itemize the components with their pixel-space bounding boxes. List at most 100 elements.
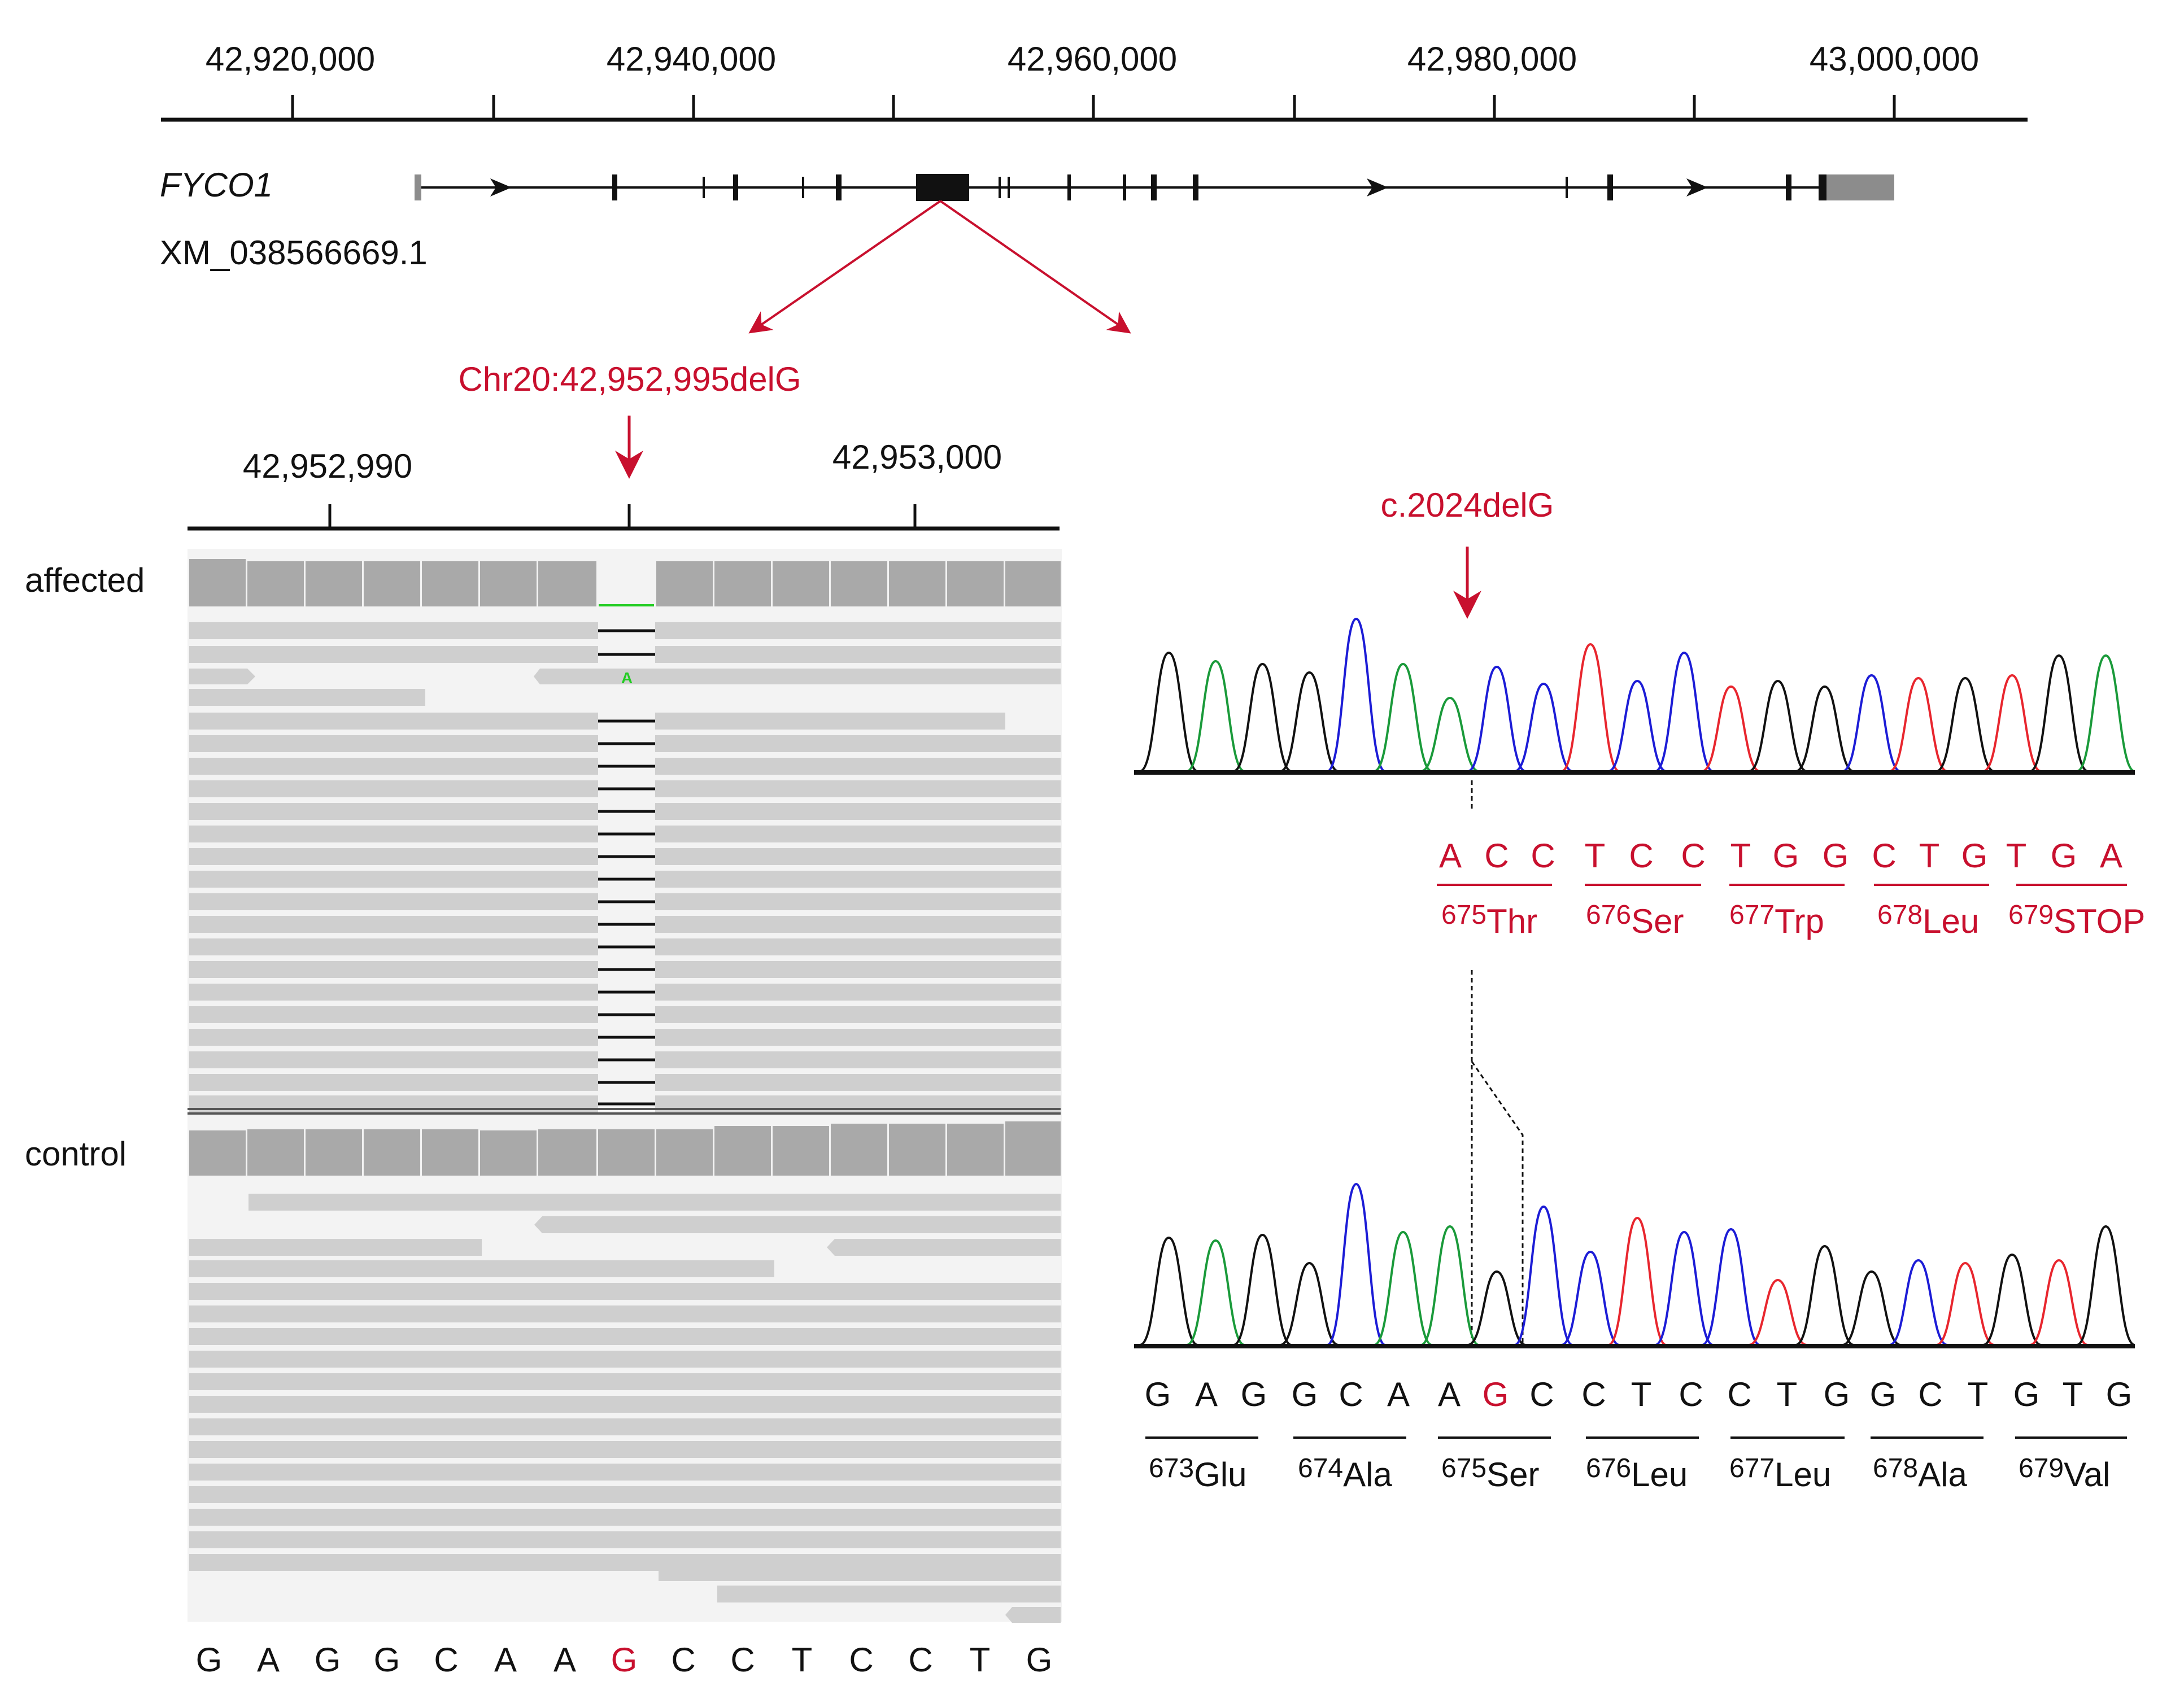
coverage-bar	[714, 561, 771, 606]
affected-codon: 677Trp	[1729, 900, 1824, 940]
control-codon: 673Glu	[1149, 1453, 1246, 1494]
read	[655, 1006, 1061, 1023]
trace-peak	[1654, 1230, 1714, 1346]
read	[189, 1373, 1061, 1390]
coverage-bar	[306, 1129, 362, 1176]
read	[249, 1194, 1061, 1211]
read	[189, 1328, 1061, 1345]
trace-peak	[2076, 1225, 2135, 1346]
codon-number: 677	[1729, 900, 1775, 930]
affected-trace	[1139, 617, 2135, 772]
control-base: T	[2063, 1376, 2083, 1413]
control-gap	[189, 1180, 1061, 1189]
ref-base: C	[908, 1641, 932, 1679]
ref-base: A	[257, 1641, 280, 1679]
affected-codons: 675Thr 676Ser 677Trp 678Leu 679STOP	[1441, 900, 2145, 940]
coverage-bar	[831, 1124, 887, 1176]
control-trace	[1139, 1182, 2135, 1346]
codon-number: 678	[1877, 900, 1923, 930]
trace-peak	[1607, 679, 1667, 772]
coverage-bar	[422, 561, 478, 606]
control-reads	[189, 1194, 1061, 1623]
read	[189, 780, 598, 797]
affected-coverage	[189, 559, 1061, 606]
reference-sequence: G A G G C A A G C C T C C T G	[196, 1641, 1053, 1679]
deletion-marks	[598, 629, 655, 1106]
coverage-bar	[364, 561, 420, 606]
read	[655, 735, 1061, 752]
read	[659, 1564, 1061, 1581]
trace-peak	[1326, 617, 1386, 772]
control-base: C	[1339, 1376, 1363, 1413]
alignment-guides	[1471, 780, 1524, 1344]
affected-base: C	[1531, 837, 1555, 875]
codon-aa: Val	[2064, 1456, 2110, 1494]
coverage-bar	[773, 1126, 829, 1176]
genome-ruler-ticks	[291, 95, 1896, 120]
read	[189, 735, 598, 752]
read	[189, 1283, 1061, 1300]
strand-arrow	[490, 178, 512, 197]
read	[655, 916, 1061, 933]
transcript-id: XM_038566669.1	[160, 234, 428, 272]
trace-peak	[1795, 1244, 1854, 1346]
ref-base: G	[196, 1641, 223, 1679]
trace-peak	[1514, 682, 1573, 772]
coverage-bar	[480, 1130, 537, 1176]
read	[189, 803, 598, 820]
control-base: G	[1870, 1376, 1897, 1413]
trace-peak	[1280, 671, 1339, 772]
read	[189, 916, 598, 933]
ref-base: C	[730, 1641, 755, 1679]
read	[655, 780, 1061, 797]
affected-base: A	[1439, 837, 1462, 875]
read	[717, 1586, 1061, 1602]
affected-base: T	[1585, 837, 1606, 875]
codon-aa: Thr	[1486, 902, 1537, 940]
exon	[999, 177, 1001, 198]
codon-aa: Ala	[1343, 1456, 1392, 1494]
zoom-ruler-label-right: 42,953,000	[832, 438, 1002, 476]
read	[189, 713, 598, 730]
codon-number: 676	[1586, 1453, 1631, 1483]
exon	[733, 174, 738, 200]
control-base: G	[2013, 1376, 2040, 1413]
trace-peak	[1420, 1225, 1480, 1346]
ref-base: C	[671, 1641, 695, 1679]
affected-bases: A C C T C C T G G C T G T G A	[1439, 837, 2122, 875]
genome-ruler: 42,920,000 42,940,000 42,960,000 42,980,…	[161, 40, 2028, 122]
read	[655, 984, 1061, 1001]
zoom-ruler-label-left: 42,952,990	[243, 447, 412, 485]
strand-arrow	[1367, 178, 1388, 197]
control-codon: 679Val	[2019, 1453, 2110, 1494]
read	[189, 848, 598, 865]
read	[189, 893, 598, 910]
exon-highlighted	[916, 174, 969, 201]
codon-number: 673	[1149, 1453, 1194, 1483]
zoom-arrows	[748, 200, 1131, 334]
control-base: C	[1918, 1376, 1942, 1413]
ref-base: C	[849, 1641, 873, 1679]
ref-base: A	[494, 1641, 517, 1679]
trace-peak	[1467, 665, 1527, 772]
exon	[612, 174, 617, 200]
trace-peak	[1186, 1239, 1245, 1346]
gene-model: FYCO1 XM_038566669.1	[160, 166, 1894, 272]
control-base: C	[1529, 1376, 1554, 1413]
trace-peak	[1560, 1250, 1620, 1346]
zoom-arrow-left	[748, 200, 941, 334]
exon	[1786, 174, 1791, 200]
read	[655, 1074, 1061, 1091]
affected-base: T	[1730, 837, 1751, 875]
coverage-bar	[364, 1129, 420, 1176]
trace-peak	[1420, 696, 1480, 772]
coverage-bar	[538, 1129, 596, 1176]
sanger-control: G A G G C A A G C C T C C T G G C T G T …	[1134, 1182, 2135, 1494]
affected-base: T	[2006, 837, 2027, 875]
control-codons: 673Glu 674Ala 675Ser 676Leu 677Leu 678Al…	[1149, 1453, 2110, 1494]
zoom-arrow-right	[939, 200, 1131, 334]
ruler-label: 42,980,000	[1407, 40, 1577, 78]
coverage-bar	[598, 1129, 655, 1176]
read	[655, 938, 1061, 955]
ref-base: T	[970, 1641, 991, 1679]
